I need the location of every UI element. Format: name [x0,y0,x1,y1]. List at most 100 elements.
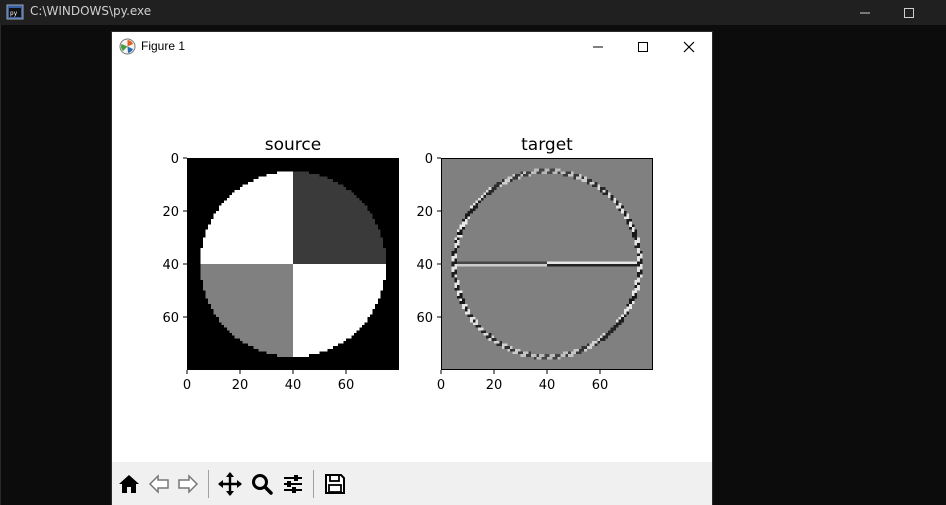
back-button[interactable] [144,469,174,499]
image-pixel [335,237,339,241]
image-pixel [483,195,487,198]
image-pixel [306,309,309,312]
figure-maximize-button[interactable] [620,32,666,61]
image-pixel [295,293,299,296]
image-pixel [285,343,288,347]
image-pixel [517,348,521,352]
image-pixel [319,343,323,347]
image-pixel [218,274,222,278]
image-pixel [512,348,516,352]
image-pixel [250,290,254,294]
image-pixel [356,293,360,296]
image-pixel [261,306,264,310]
image-pixel [300,213,304,217]
image-pixel [615,200,619,204]
image-pixel [226,314,230,318]
image-pixel [470,205,473,209]
image-pixel [346,287,349,291]
image-pixel [216,269,219,272]
image-pixel [232,264,235,267]
figure-minimize-button[interactable] [575,32,621,61]
image-pixel [536,354,540,357]
image-pixel [234,224,238,227]
pan-button[interactable] [215,469,245,499]
image-pixel [266,237,270,241]
image-pixel [285,309,288,312]
image-pixel [293,179,296,182]
image-pixel [237,314,241,318]
image-pixel [263,184,267,188]
image-pixel [287,346,291,349]
image-pixel [314,195,317,198]
image-pixel [602,187,606,190]
image-pixel [597,340,601,344]
image-pixel [263,287,267,291]
image-pixel [287,264,291,267]
image-pixel [245,250,248,254]
image-pixel [245,298,248,302]
image-pixel [314,205,317,209]
image-pixel [247,256,251,259]
image-pixel [637,258,640,262]
image-pixel [237,279,241,283]
image-pixel [300,224,304,227]
image-pixel [375,266,378,270]
image-pixel [274,213,278,217]
image-pixel [361,303,365,307]
image-pixel [282,187,286,190]
image-pixel [274,346,278,349]
image-pixel [544,168,548,172]
image-pixel [232,218,235,222]
axes-frame [441,158,653,370]
console-maximize-button[interactable] [886,0,932,25]
image-pixel [213,282,217,286]
image-pixel [454,274,457,278]
forward-button[interactable] [173,469,203,499]
image-pixel [258,271,262,275]
image-pixel [298,346,301,349]
figure-close-button[interactable] [666,32,712,61]
image-pixel [290,269,294,272]
image-pixel [324,258,328,262]
image-pixel [343,261,347,265]
image-pixel [343,197,347,201]
image-pixel [240,264,243,267]
image-pixel [303,306,307,310]
image-pixel [584,261,587,265]
image-pixel [293,261,296,265]
image-pixel [303,176,307,180]
image-pixel [213,237,217,241]
image-pixel [287,221,291,225]
home-button[interactable] [114,469,144,499]
image-pixel [462,303,465,307]
image-pixel [631,298,635,302]
image-pixel [237,205,241,209]
configure-subplots-button[interactable] [278,469,308,499]
y-tick-label: 20 [162,205,179,220]
image-pixel [261,234,264,238]
image-pixel [271,234,275,238]
y-tick-label: 0 [171,152,179,167]
image-pixel [314,338,317,341]
image-pixel [261,240,264,243]
image-pixel [375,274,378,278]
image-pixel [285,351,288,355]
zoom-button[interactable] [247,469,277,499]
image-pixel [242,277,246,280]
console-minimize-button[interactable] [842,0,888,25]
save-button[interactable] [320,469,350,499]
image-pixel [369,277,373,280]
image-pixel [271,184,275,188]
image-pixel [372,256,376,259]
image-pixel [327,240,331,243]
image-pixel [499,181,502,185]
image-pixel [253,240,256,243]
image-pixel [586,264,590,267]
figure-canvas[interactable]: source 0 20 40 60 0 20 40 60 target 0 20 40 60 0 20 40 60 [112,61,712,462]
image-pixel [356,240,360,243]
image-pixel [269,250,272,254]
image-pixel [245,311,248,315]
image-pixel [258,234,262,238]
image-pixel [303,301,307,304]
image-pixel [560,264,563,267]
